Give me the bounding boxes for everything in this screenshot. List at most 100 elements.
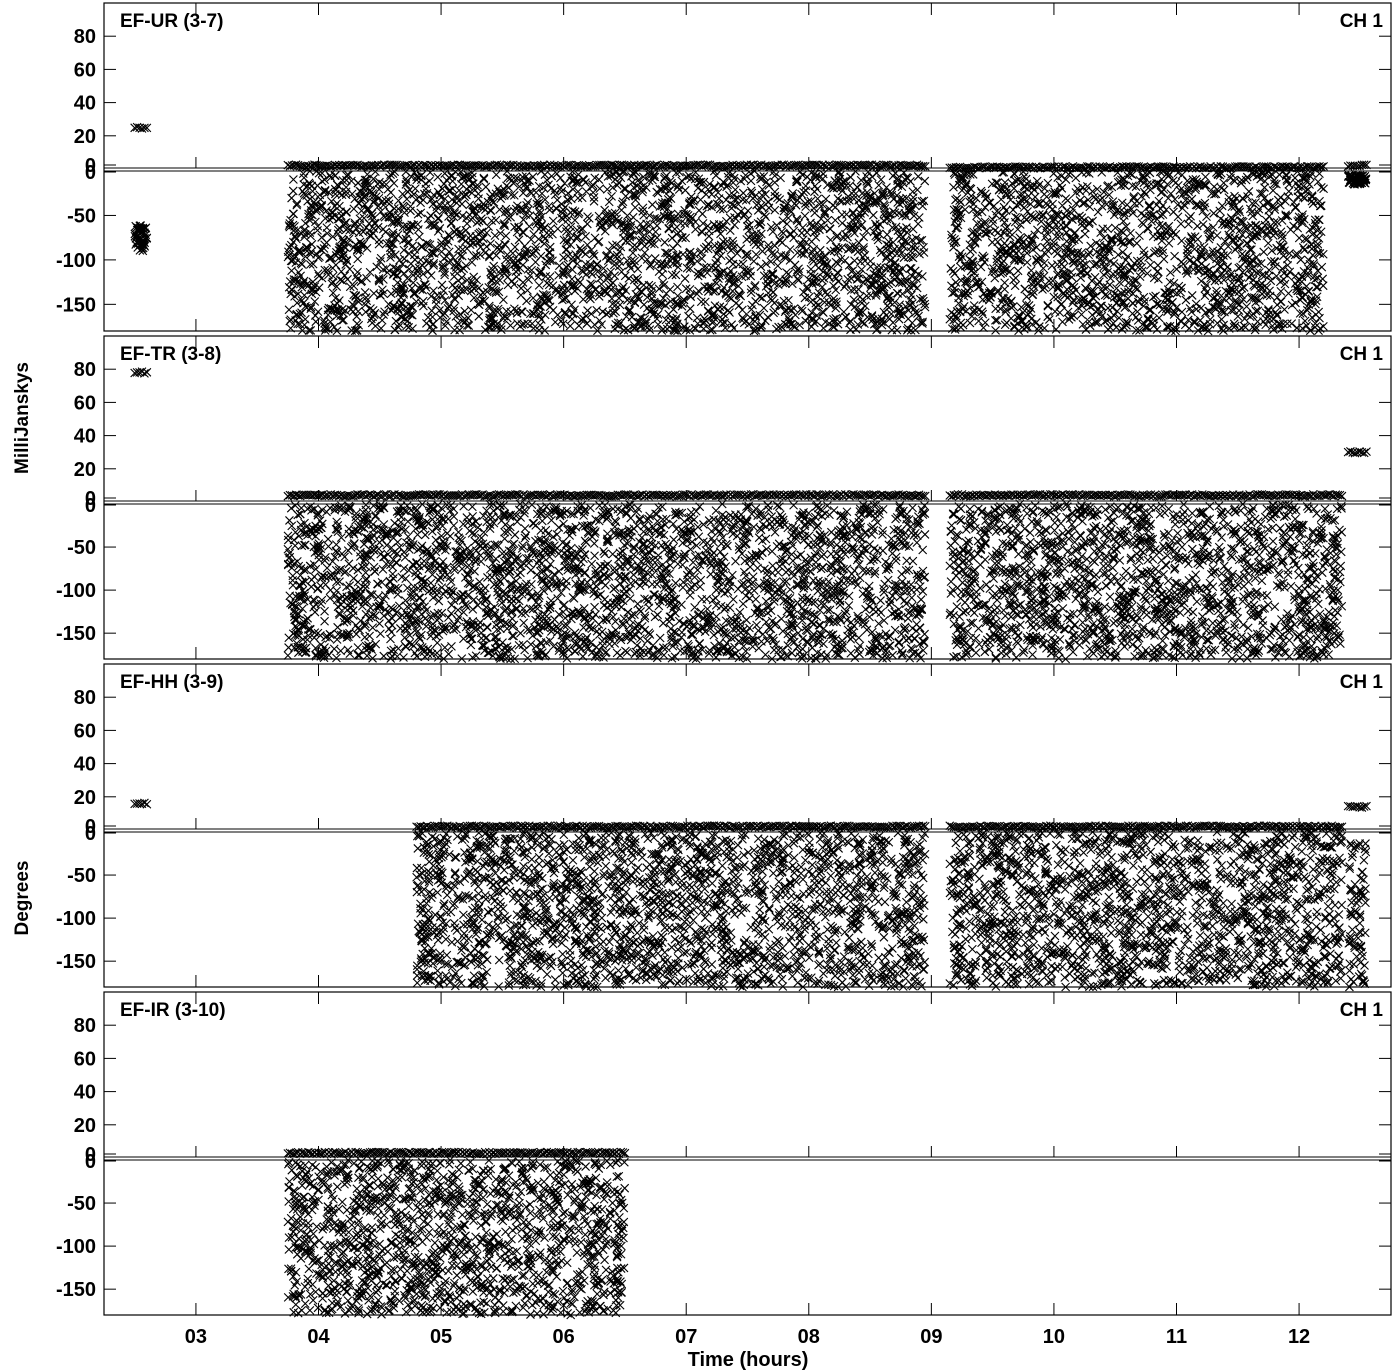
phase-point — [917, 235, 927, 245]
phase-point — [1123, 251, 1133, 261]
phase-point — [1245, 204, 1255, 214]
phase-point — [642, 255, 652, 264]
phase-point — [289, 175, 298, 184]
phase-point — [313, 221, 323, 231]
phase-point — [698, 218, 708, 228]
phase-point — [414, 225, 423, 234]
phase-point — [1080, 198, 1089, 208]
phase-point — [287, 266, 296, 276]
phase-point — [491, 215, 501, 225]
phase-point — [1313, 282, 1322, 292]
phase-point — [661, 289, 671, 299]
phase-point — [572, 225, 582, 235]
phase-point — [486, 239, 495, 249]
phase-point — [360, 288, 370, 297]
phase-point — [1294, 233, 1304, 243]
phase-point — [751, 322, 761, 332]
phase-point — [496, 325, 506, 334]
phase-point — [1263, 238, 1273, 248]
phase-point — [1043, 301, 1053, 311]
phase-point — [416, 208, 426, 218]
phase-point — [718, 237, 728, 246]
phase-point — [799, 287, 808, 297]
phase-point — [913, 172, 923, 181]
phase-point — [1281, 170, 1291, 179]
phase-point — [1259, 247, 1269, 257]
phase-point — [870, 188, 880, 198]
phase-point — [1080, 229, 1090, 239]
phase-point — [898, 264, 907, 274]
phase-point — [952, 223, 962, 233]
phase-point — [1300, 245, 1309, 255]
phase-point — [1103, 224, 1113, 234]
phase-point — [819, 323, 828, 333]
phase-point — [323, 310, 333, 320]
phase-point — [1291, 178, 1301, 188]
phase-point — [1112, 306, 1122, 316]
phase-point — [685, 284, 695, 294]
phase-point — [484, 251, 494, 260]
phase-point — [437, 291, 447, 301]
phase-point — [1022, 257, 1032, 267]
phase-point — [909, 281, 919, 291]
phase-point — [652, 221, 662, 231]
phase-point — [746, 288, 756, 298]
phase-point — [882, 230, 892, 239]
phase-point — [567, 300, 576, 310]
phase-point — [984, 198, 994, 208]
phase-point — [573, 253, 582, 263]
phase-point — [1318, 281, 1328, 291]
phase-point — [592, 305, 602, 315]
phase-point — [623, 325, 633, 335]
phase-point — [310, 297, 320, 306]
phase-point — [1000, 278, 1010, 288]
phase-point — [825, 224, 835, 233]
phase-point — [466, 305, 476, 315]
phase-point — [999, 256, 1008, 266]
phase-point — [594, 292, 604, 301]
phase-point — [353, 254, 363, 264]
phase-point — [544, 248, 554, 257]
phase-point — [730, 185, 740, 195]
phase-point — [1105, 323, 1115, 332]
phase-point — [131, 240, 141, 249]
phase-point — [595, 184, 605, 194]
phase-point — [374, 235, 384, 245]
amplitude-point — [679, 161, 688, 171]
phase-point — [801, 181, 811, 191]
phase-point — [810, 187, 819, 197]
phase-point — [829, 281, 838, 291]
phase-point — [310, 311, 320, 320]
phase-point — [1038, 285, 1047, 294]
phase-point — [568, 184, 578, 194]
phase-point — [1129, 194, 1139, 203]
phase-point — [1118, 247, 1128, 257]
phase-point — [1291, 203, 1300, 213]
phase-point — [1272, 311, 1282, 320]
phase-point — [1022, 292, 1032, 302]
phase-point — [976, 262, 986, 272]
phase-point — [578, 295, 588, 304]
phase-point — [1066, 268, 1076, 277]
phase-point — [946, 308, 956, 318]
phase-point — [1224, 193, 1234, 203]
phase-point — [1129, 192, 1139, 202]
phase-point — [1144, 305, 1154, 315]
phase-point — [1049, 292, 1059, 302]
phase-point — [586, 290, 596, 300]
phase-point — [920, 176, 930, 186]
phase-point — [1298, 243, 1308, 252]
phase-point — [498, 295, 508, 305]
phase-point — [474, 194, 483, 204]
phase-point — [692, 289, 702, 299]
phase-point — [1094, 304, 1103, 314]
phase-point — [345, 282, 355, 292]
phase-point — [386, 253, 395, 262]
phase-point — [977, 207, 987, 217]
phase-point — [973, 232, 983, 242]
phase-point — [741, 196, 751, 205]
phase-point — [561, 310, 571, 320]
phase-point — [1020, 284, 1030, 294]
phase-point — [399, 268, 409, 278]
amplitude-point — [132, 122, 142, 132]
